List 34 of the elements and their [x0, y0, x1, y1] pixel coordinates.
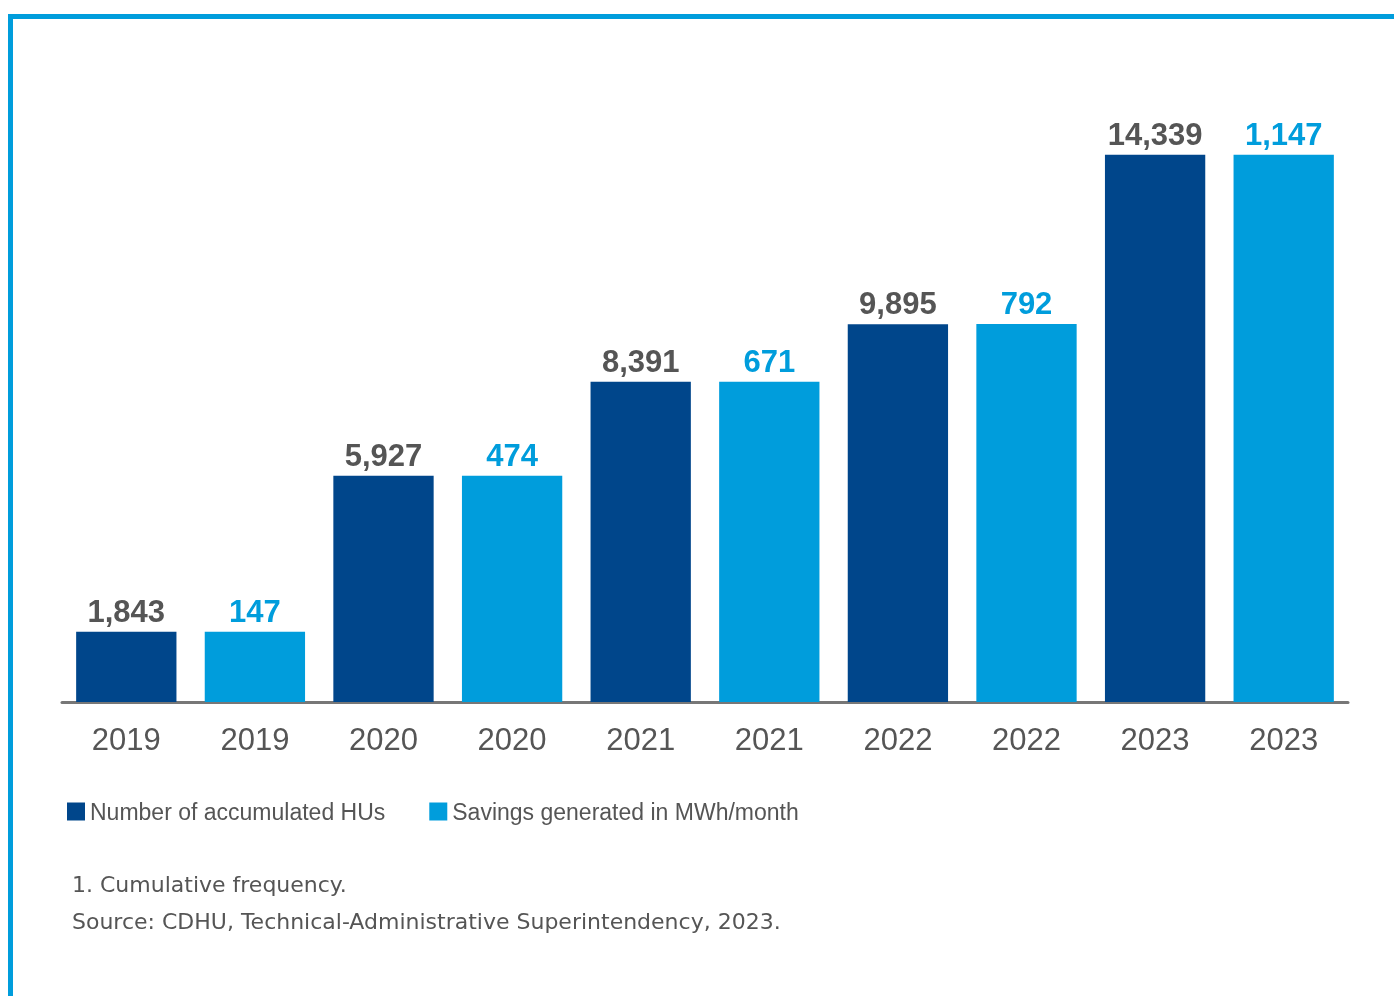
data-label: 14,339	[1107, 116, 1203, 152]
data-label: 1,843	[87, 593, 166, 629]
x-tick-label: 2020	[349, 722, 418, 757]
data-label: 1,147	[1244, 116, 1323, 152]
x-tick-label: 2019	[220, 722, 290, 757]
data-label: 5,927	[344, 437, 423, 473]
bar	[1104, 154, 1206, 702]
bar	[719, 381, 820, 702]
data-label: 792	[1000, 286, 1053, 322]
data-label: 8,391	[601, 343, 680, 379]
bar	[976, 324, 1077, 702]
x-tick-label: 2020	[477, 722, 547, 757]
x-tick-label: 2021	[734, 722, 804, 757]
bar	[204, 631, 306, 702]
source-note: Source: CDHU, Technical-Administrative Superintendency, 2023.	[72, 908, 781, 936]
bar	[76, 631, 177, 702]
x-tick-label: 2021	[606, 722, 676, 757]
bar	[847, 324, 949, 702]
bar	[590, 381, 691, 702]
bar	[461, 475, 563, 702]
x-tick-label: 2022	[992, 722, 1061, 757]
data-label: 474	[486, 437, 539, 473]
x-tick-label: 2023	[1249, 722, 1319, 757]
legend-label: Number of accumulated HUs	[90, 798, 386, 825]
x-tick-label: 2022	[863, 722, 933, 757]
x-tick-label: 2023	[1120, 722, 1190, 757]
bar	[1233, 154, 1334, 702]
data-label: 9,895	[859, 286, 937, 322]
x-tick-label: 2019	[91, 722, 161, 757]
text: 1. Cumulative frequency.	[72, 871, 348, 899]
data-label: 147	[229, 593, 281, 629]
data-label: 671	[743, 343, 796, 379]
bar	[333, 475, 434, 702]
legend-label: Savings generated in MWh/month	[452, 798, 799, 825]
